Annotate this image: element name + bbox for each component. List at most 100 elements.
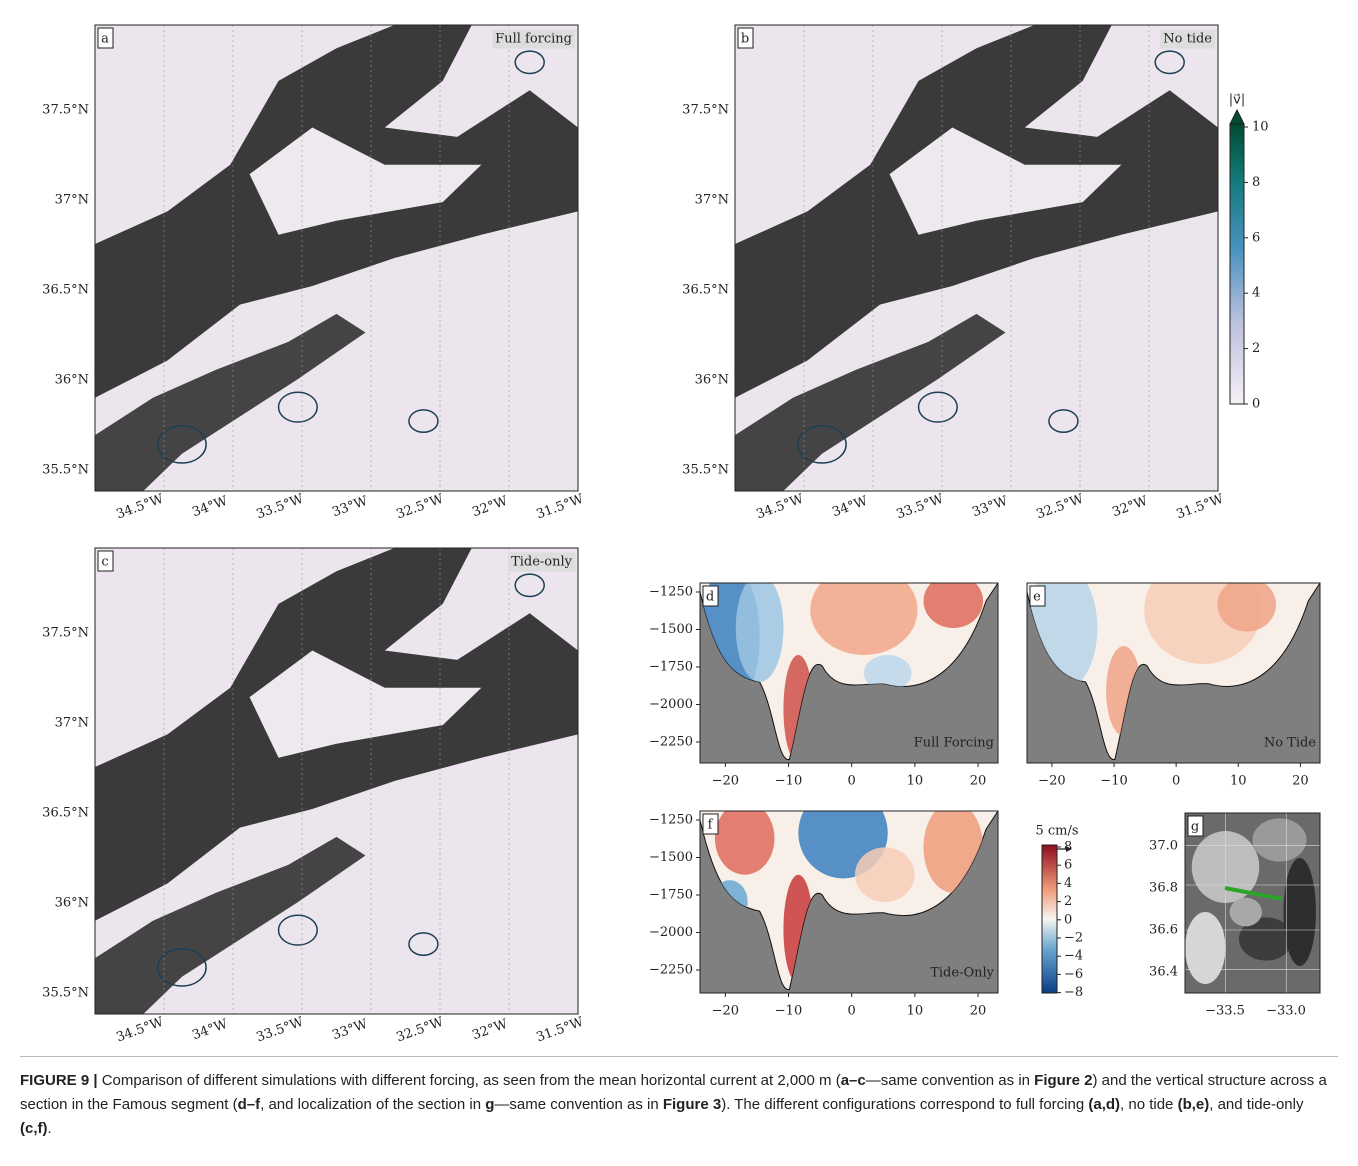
x-tick-label: 10 (907, 774, 924, 789)
anomaly (923, 583, 984, 628)
lat-label: 37.5°N (682, 103, 729, 118)
lon-label: 32.5°W (395, 1014, 447, 1045)
anomalies (1027, 583, 1277, 736)
lat-label: 36°N (695, 373, 729, 388)
scale-label: 5 cm/s (1035, 824, 1078, 839)
x-tick-label: 0 (848, 1004, 856, 1019)
lon-label: 33.5°W (895, 491, 947, 522)
eddy (157, 425, 207, 464)
frame (699, 810, 999, 994)
lat-label: 37.5°N (42, 626, 89, 641)
colorbar-tick-label: 10 (1252, 120, 1269, 135)
panel-label: No Tide (1264, 736, 1316, 751)
lon-label: 31.5°W (1175, 491, 1227, 522)
lon-label: 32.5°W (1035, 491, 1087, 522)
y-tick-label: −1750 (649, 660, 693, 675)
panel-letter: c (101, 555, 108, 570)
panel-label-box (508, 552, 576, 572)
caption-run: (a,d) (1088, 1096, 1121, 1113)
x-tick-label: −20 (712, 774, 739, 789)
colorbar-tick-label: 8 (1064, 840, 1072, 855)
colorbar-tick-label: 6 (1252, 230, 1260, 245)
y-tick-label: 36.6 (1149, 923, 1178, 938)
eddy (1048, 409, 1079, 434)
colorbar-tick-label: 2 (1064, 894, 1072, 909)
caption-run: , no tide (1120, 1096, 1178, 1113)
anomaly (714, 811, 775, 875)
panel-letter-box (97, 27, 114, 49)
y-tick-label: −1250 (649, 585, 693, 600)
x-tick-label: −33.0 (1266, 1004, 1306, 1019)
lon-label: 34°W (190, 1017, 230, 1044)
ridge-gap (249, 127, 482, 235)
x-tick-label: 10 (1230, 774, 1247, 789)
x-tick-label: 0 (1172, 774, 1180, 789)
y-tick-label: 37.0 (1149, 839, 1178, 854)
caption: FIGURE 9 | Comparison of different simul… (20, 1056, 1338, 1141)
caption-run: ) and the vertical structure across a se… (20, 1072, 1327, 1113)
colorbar-title: |v⃗| (1229, 93, 1245, 108)
lon-label: 33°W (330, 1017, 370, 1044)
colorbar-tick-label: −4 (1064, 949, 1083, 964)
eddy (514, 573, 545, 598)
panel-letter: d (706, 590, 714, 605)
x-tick-label: 0 (848, 774, 856, 789)
bathymetry (1252, 818, 1307, 862)
y-tick-label: −1750 (649, 888, 693, 903)
caption-run: . (47, 1120, 52, 1137)
lat-label: 36.5°N (682, 283, 729, 298)
eddy (514, 50, 545, 75)
eddy (408, 409, 439, 434)
lon-label: 32°W (470, 494, 510, 521)
anomaly (810, 583, 918, 655)
section-line (1224, 886, 1283, 901)
x-tick-label: 20 (1292, 774, 1309, 789)
bathymetry (1239, 917, 1293, 961)
section (700, 583, 998, 763)
caption-run: Figure 2 (1034, 1072, 1093, 1089)
seamount (95, 313, 366, 491)
y-tick-label: −1250 (649, 813, 693, 828)
caption-run: FIGURE 9 | (20, 1072, 98, 1089)
colorbar-tick-label: −6 (1064, 967, 1083, 982)
bathymetry (1185, 912, 1226, 984)
lon-label: 32.5°W (395, 491, 447, 522)
panel-letter-box (702, 813, 719, 835)
frame (1026, 582, 1321, 764)
caption-run: —same convention as in (494, 1096, 663, 1113)
lat-label: 36°N (55, 896, 89, 911)
lon-label: 33.5°W (255, 1014, 307, 1045)
x-tick-label: 10 (907, 1004, 924, 1019)
panel-label: No tide (1163, 32, 1212, 47)
ridge-gap (249, 650, 482, 758)
caption-run: —same convention as in (865, 1072, 1035, 1089)
eddy (277, 391, 318, 423)
lon-label: 34.5°W (115, 491, 167, 522)
seamount (735, 313, 1006, 491)
section (700, 811, 998, 993)
colorbar-tick-label: 2 (1252, 341, 1260, 356)
lat-label: 36.5°N (42, 806, 89, 821)
panel-label-box (1160, 29, 1216, 49)
y-tick-label: −2250 (649, 963, 693, 978)
x-tick-label: −10 (775, 1004, 802, 1019)
colorbar-extend (1229, 108, 1245, 125)
lat-label: 37.5°N (42, 103, 89, 118)
eddy (157, 948, 207, 987)
x-tick-label: 20 (970, 774, 987, 789)
panel-letter-box (1187, 815, 1204, 837)
panel-letter: e (1033, 590, 1041, 605)
lat-label: 37°N (55, 716, 89, 731)
caption-run: d–f (237, 1096, 261, 1113)
colorbar-tick-label: 0 (1064, 912, 1072, 927)
panel-label-box (492, 29, 575, 49)
frame (1184, 812, 1321, 994)
lon-label: 34°W (190, 494, 230, 521)
x-tick-label: −33.5 (1205, 1004, 1245, 1019)
colorbar-tick-label: 4 (1252, 286, 1260, 301)
caption-run: Figure 3 (662, 1096, 722, 1113)
panel-label: Tide-Only (930, 966, 994, 981)
eddy (797, 425, 847, 464)
anomaly (854, 847, 915, 902)
